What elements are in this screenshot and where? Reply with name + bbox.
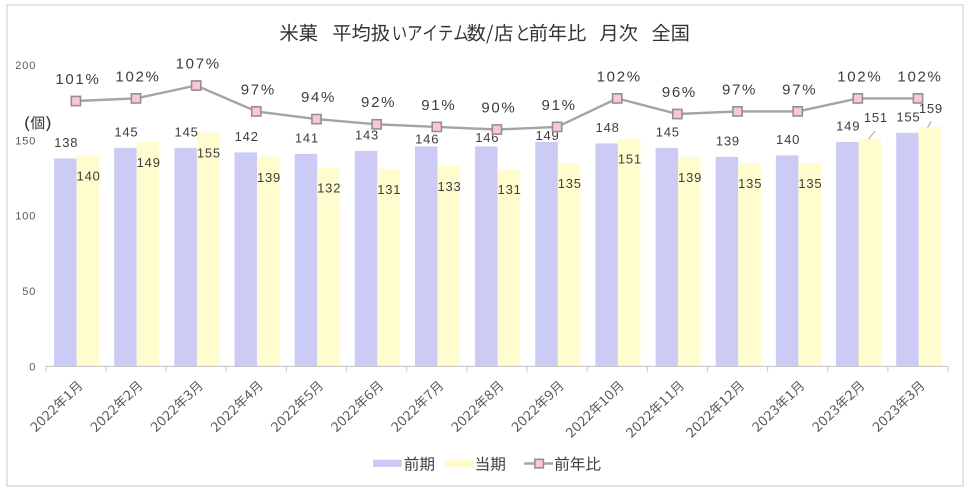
svg-text:138: 138	[54, 135, 78, 150]
svg-text:159: 159	[919, 101, 943, 116]
svg-text:97%: 97%	[241, 81, 276, 98]
svg-text:150: 150	[15, 135, 36, 147]
svg-text:145: 145	[114, 125, 138, 140]
svg-text:145: 145	[175, 125, 199, 140]
svg-text:140: 140	[77, 168, 101, 183]
svg-text:100: 100	[15, 211, 36, 223]
svg-text:140: 140	[776, 132, 800, 147]
svg-text:102%: 102%	[597, 68, 642, 85]
svg-text:92%: 92%	[361, 94, 396, 111]
svg-text:102%: 102%	[897, 68, 942, 85]
svg-text:142: 142	[235, 129, 259, 144]
svg-text:139: 139	[716, 134, 740, 149]
svg-text:200: 200	[15, 60, 36, 72]
svg-text:148: 148	[596, 120, 620, 135]
svg-text:141: 141	[295, 131, 319, 146]
svg-text:139: 139	[678, 170, 702, 185]
svg-text:155: 155	[896, 110, 920, 125]
svg-text:0: 0	[29, 361, 36, 373]
svg-text:101%: 101%	[55, 71, 100, 88]
svg-text:96%: 96%	[662, 84, 697, 101]
svg-text:97%: 97%	[722, 81, 757, 98]
svg-text:155: 155	[197, 146, 221, 161]
svg-text:149: 149	[137, 155, 161, 170]
svg-text:135: 135	[738, 176, 762, 191]
svg-text:91%: 91%	[542, 97, 577, 114]
svg-text:131: 131	[498, 182, 522, 197]
svg-text:145: 145	[656, 125, 680, 140]
svg-text:135: 135	[798, 176, 822, 191]
svg-text:132: 132	[317, 180, 341, 195]
svg-text:135: 135	[558, 176, 582, 191]
svg-text:94%: 94%	[301, 89, 336, 106]
svg-text:91%: 91%	[421, 97, 456, 114]
svg-text:102%: 102%	[837, 68, 882, 85]
svg-text:139: 139	[257, 170, 281, 185]
svg-text:97%: 97%	[782, 81, 817, 98]
svg-text:131: 131	[377, 182, 401, 197]
svg-text:146: 146	[415, 131, 439, 146]
svg-text:151: 151	[864, 110, 888, 125]
svg-text:149: 149	[836, 119, 860, 134]
svg-text:50: 50	[22, 286, 36, 298]
svg-text:102%: 102%	[115, 68, 160, 85]
svg-text:143: 143	[355, 128, 379, 143]
svg-text:133: 133	[437, 179, 461, 194]
svg-text:151: 151	[618, 152, 642, 167]
svg-text:107%: 107%	[176, 55, 221, 72]
svg-text:90%: 90%	[481, 99, 516, 116]
